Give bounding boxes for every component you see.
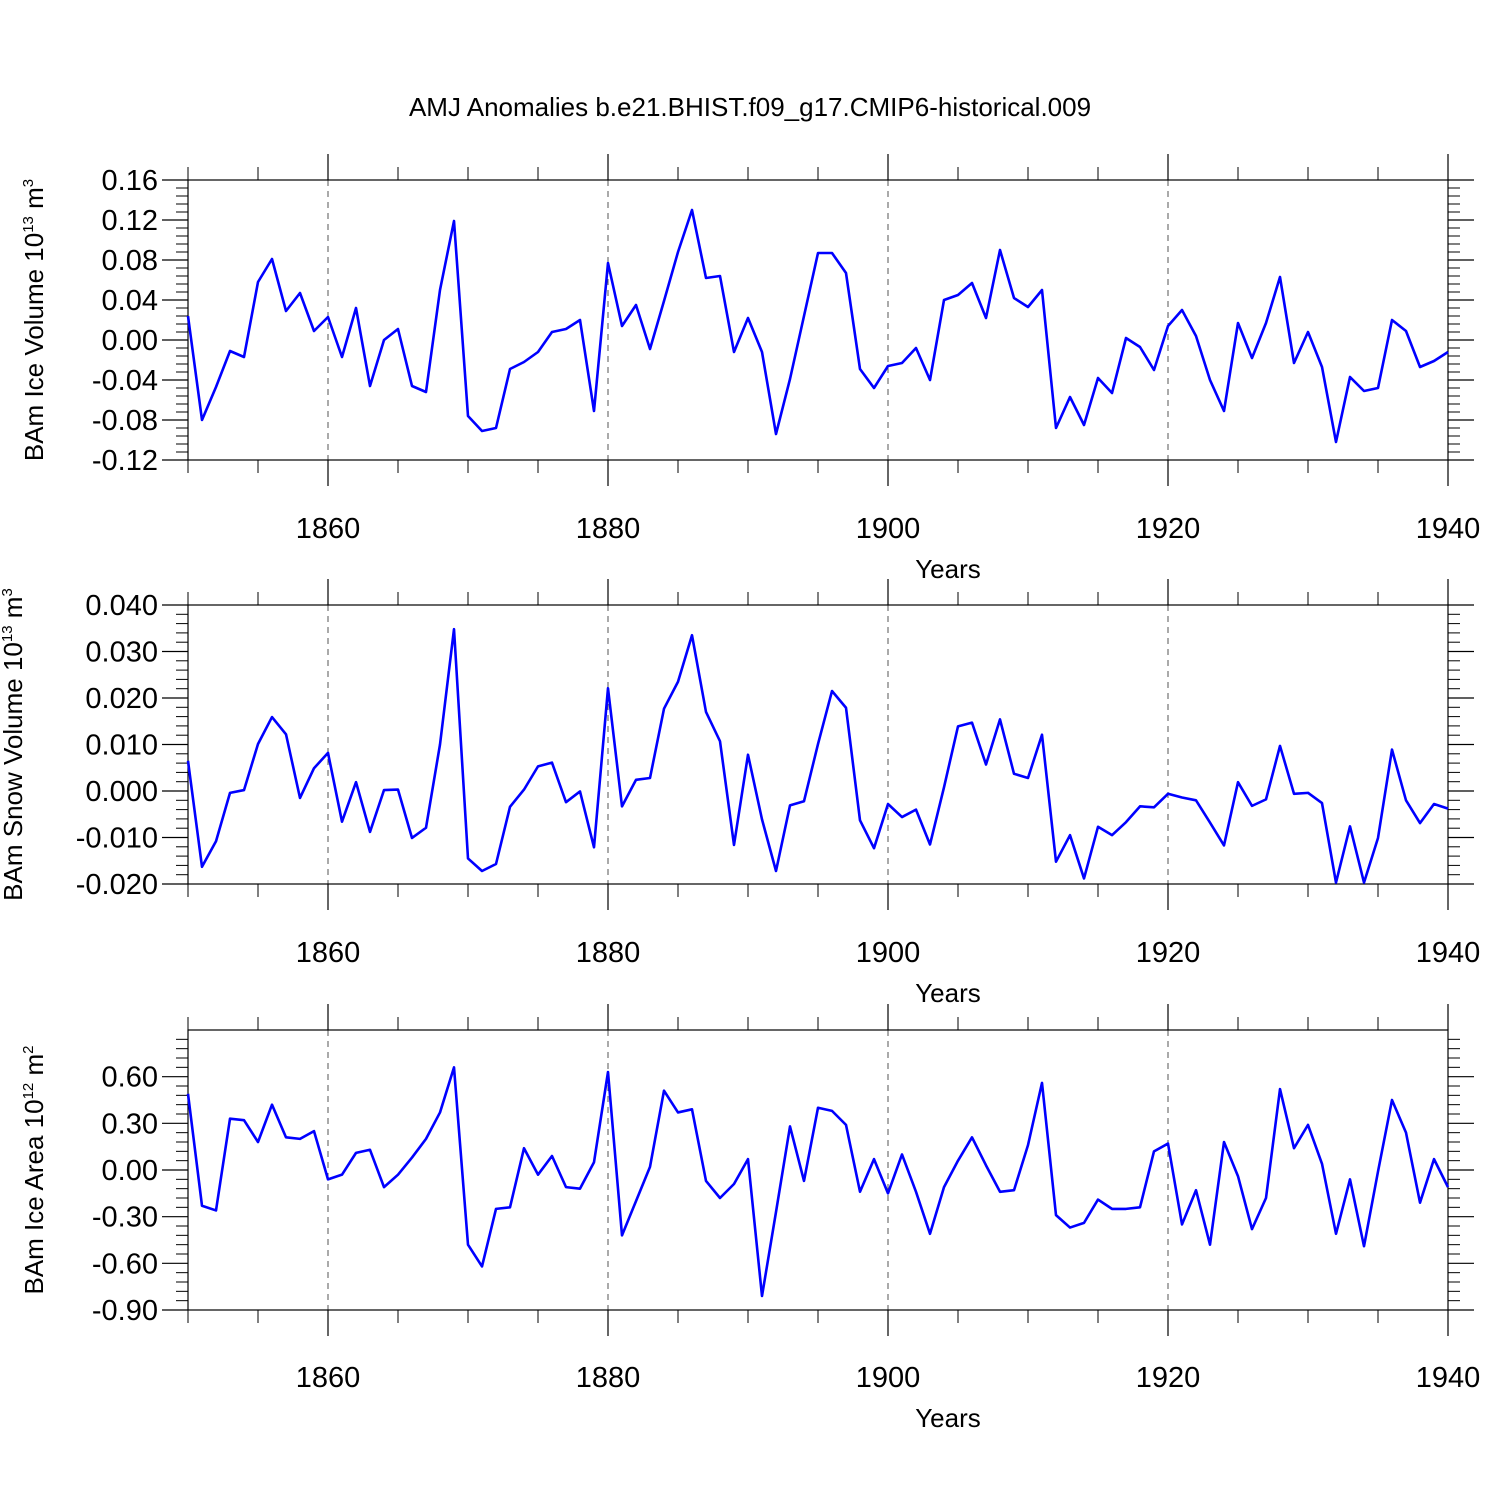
- y-tick-label: 0.020: [85, 683, 158, 715]
- y-tick-label: -0.30: [92, 1202, 158, 1234]
- y-axis-label: BAm Ice Area 1012 m2: [19, 1045, 49, 1294]
- x-tick-label: 1920: [1136, 1362, 1201, 1394]
- y-tick-label: 0.000: [85, 776, 158, 808]
- x-tick-label: 1940: [1416, 937, 1481, 969]
- y-tick-label: 0.030: [85, 637, 158, 669]
- y-tick-label: -0.90: [92, 1295, 158, 1327]
- y-tick-label: 0.00: [102, 325, 158, 357]
- series-line: [186, 1066, 1450, 1298]
- x-tick-label: 1860: [296, 937, 361, 969]
- plot-frame: [187, 179, 1449, 461]
- x-tick-label: 1860: [296, 1362, 361, 1394]
- y-axis-label: BAm Snow Volume 1013 m3: [0, 588, 28, 901]
- x-tick-label: 1920: [1136, 937, 1201, 969]
- y-tick-label: -0.12: [92, 445, 158, 477]
- y-tick-label: -0.08: [92, 405, 158, 437]
- series-line: [186, 627, 1449, 884]
- panel-snow-volume: -0.020 -0.010 0.000 0.010 0.020 0.030 0.040 186…: [0, 579, 1480, 1008]
- x-tick-label: 1900: [856, 513, 921, 545]
- y-tick-label: 0.010: [85, 730, 158, 762]
- x-axis-label: Years: [915, 978, 981, 1008]
- y-tick-label: -0.020: [76, 869, 158, 901]
- y-tick-label: 0.040: [85, 590, 158, 622]
- x-axis-label: Years: [915, 554, 981, 584]
- chart-title: AMJ Anomalies b.e21.BHIST.f09_g17.CMIP6-…: [409, 92, 1091, 122]
- x-tick-label: 1940: [1416, 1362, 1481, 1394]
- x-tick-label: 1860: [296, 513, 361, 545]
- y-tick-label: 0.08: [102, 245, 158, 277]
- y-tick-label: -0.04: [92, 365, 158, 397]
- panel-ice-volume: -0.12 -0.08 -0.04 0.00 0.04 0.08 0.12 0.16 1860 1…: [19, 154, 1480, 584]
- y-tick-label: 0.04: [102, 285, 158, 317]
- x-tick-label: 1940: [1416, 513, 1481, 545]
- x-tick-label: 1920: [1136, 513, 1201, 545]
- x-tick-label: 1880: [576, 1362, 641, 1394]
- y-tick-label: 0.00: [102, 1155, 158, 1187]
- x-tick-label: 1900: [856, 1362, 921, 1394]
- y-tick-label: -0.010: [76, 823, 158, 855]
- x-tick-label: 1900: [856, 937, 921, 969]
- x-tick-label: 1880: [576, 937, 641, 969]
- panel-ice-area: -0.90 -0.60 -0.30 0.00 0.30 0.60 1860 1880 1900 1…: [19, 1004, 1480, 1433]
- x-tick-label: 1880: [576, 513, 641, 545]
- y-tick-label: 0.60: [102, 1062, 158, 1094]
- y-tick-label: 0.16: [102, 165, 158, 197]
- y-tick-label: 0.30: [102, 1108, 158, 1140]
- y-axis-label: BAm Ice Volume 1013 m3: [19, 179, 49, 461]
- y-tick-label: -0.60: [92, 1248, 158, 1280]
- series-line: [186, 208, 1449, 444]
- y-tick-label: 0.12: [102, 205, 158, 237]
- x-axis-label: Years: [915, 1403, 981, 1433]
